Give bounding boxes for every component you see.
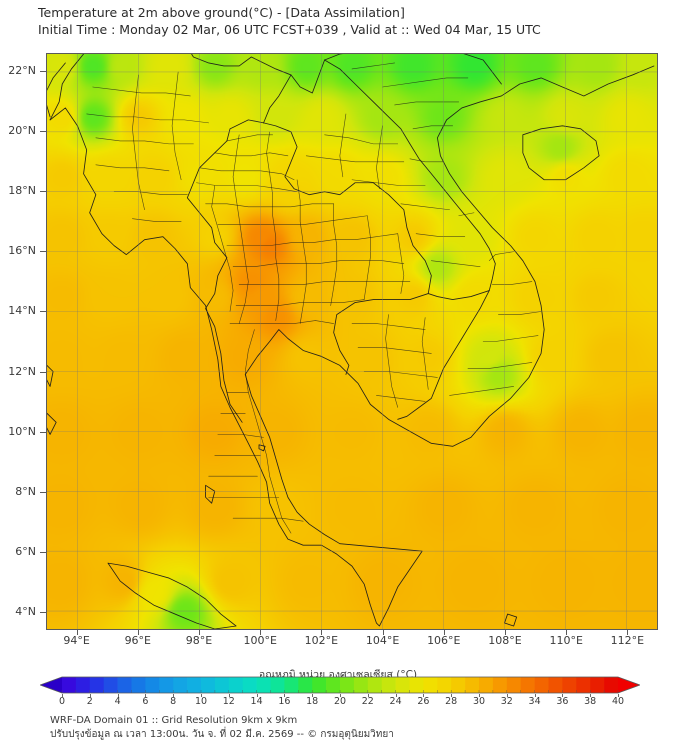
colorbar-tick — [451, 694, 453, 697]
colorbar-tick-label: 12 — [222, 696, 235, 707]
colorbar-tick-label: 22 — [361, 696, 374, 707]
colorbar-tick-label: 26 — [417, 696, 430, 707]
lon-tick-label: 112°E — [610, 634, 645, 647]
temperature-field — [47, 54, 657, 629]
colorbar-tick-label: 24 — [389, 696, 402, 707]
lat-tick — [40, 71, 46, 72]
colorbar-tick — [173, 694, 175, 697]
map-plot-area[interactable] — [46, 53, 658, 630]
colorbar-tick — [590, 694, 592, 697]
colorbar-tick-label: 36 — [556, 696, 569, 707]
colorbar[interactable] — [40, 676, 640, 694]
colorbar-tick — [534, 694, 536, 697]
lat-tick-label: 22°N — [8, 64, 36, 77]
lon-tick-label: 110°E — [549, 634, 583, 647]
lon-tick — [505, 630, 506, 635]
colorbar-tick — [340, 694, 341, 697]
lat-tick — [40, 551, 46, 553]
page-title: Temperature at 2m above ground(°C) - [Da… — [38, 5, 405, 20]
colorbar-tick-label: 30 — [472, 696, 486, 707]
lat-tick-label: 10°N — [8, 424, 36, 438]
colorbar-tick — [395, 694, 397, 697]
colorbar-tick-label: 8 — [170, 696, 177, 707]
lon-tick-label: 104°E — [365, 634, 400, 647]
colorbar-tick-label: 34 — [528, 696, 541, 707]
colorbar-tick — [479, 694, 480, 697]
lat-tick — [40, 311, 46, 313]
lon-tick-label: 106°E — [427, 634, 461, 647]
lon-tick-label: 96°E — [124, 634, 152, 647]
lat-tick-label: 6°N — [15, 544, 36, 558]
lon-tick-label: 108°E — [488, 634, 522, 647]
colorbar-tick-label: 10 — [194, 696, 208, 707]
colorbar-tick — [562, 694, 564, 697]
lon-tick-label: 94°E — [63, 634, 90, 647]
colorbar-tick-label: 0 — [58, 696, 66, 707]
lat-tick-label: 14°N — [8, 304, 36, 318]
update-time-credit: ปรับปรุงข้อมูล ณ เวลา 13:00น. วัน จ. ที่… — [50, 729, 394, 740]
lon-tick — [382, 630, 384, 635]
colorbar-tick — [89, 694, 91, 697]
colorbar-tick-label: 28 — [445, 696, 458, 707]
lon-tick — [321, 630, 323, 635]
colorbar-tick — [423, 694, 425, 697]
colorbar-tick-label: 32 — [500, 696, 513, 707]
colorbar-tick — [201, 694, 202, 697]
lon-tick-label: 100°E — [243, 634, 277, 647]
lat-tick-label: 20°N — [8, 124, 36, 138]
colorbar-tick-label: 18 — [306, 696, 319, 707]
lat-tick — [40, 371, 46, 373]
lat-tick — [40, 431, 46, 433]
colorbar-tick — [506, 694, 508, 697]
lon-tick — [627, 630, 629, 635]
lat-tick — [40, 191, 46, 193]
lat-tick-label: 8°N — [15, 484, 36, 498]
lat-tick — [40, 131, 46, 133]
lon-tick-label: 102°E — [304, 634, 339, 647]
chart-header: Temperature at 2m above ground(°C) - [Da… — [38, 4, 658, 38]
lat-tick — [40, 491, 46, 493]
colorbar-tick-label: 4 — [114, 696, 121, 707]
colorbar-tick — [228, 694, 230, 697]
colorbar-tick-label: 40 — [611, 696, 625, 707]
colorbar-tick — [367, 694, 369, 697]
lon-tick — [199, 630, 200, 635]
lon-tick — [76, 630, 78, 635]
lon-tick — [443, 630, 445, 635]
chart-footer: WRF-DA Domain 01 :: Grid Resolution 9km … — [50, 714, 650, 742]
colorbar-tick-label: 38 — [584, 696, 597, 707]
colorbar-tick-label: 14 — [250, 696, 263, 707]
colorbar-tick — [618, 694, 619, 697]
lat-tick — [40, 251, 46, 253]
lat-tick-label: 12°N — [8, 364, 36, 378]
colorbar-tick — [117, 694, 119, 697]
lat-tick — [40, 612, 46, 613]
colorbar-tick-label: 16 — [278, 696, 291, 707]
colorbar-tick-label: 2 — [86, 696, 93, 707]
lon-tick-label: 98°E — [185, 634, 213, 647]
colorbar-tick — [284, 694, 286, 697]
model-domain-info: WRF-DA Domain 01 :: Grid Resolution 9km … — [50, 715, 298, 726]
lat-tick-label: 18°N — [8, 184, 36, 198]
colorbar-tick — [312, 694, 314, 697]
lon-tick — [566, 630, 568, 635]
colorbar-tick-label: 6 — [142, 696, 149, 707]
lat-tick-label: 4°N — [15, 605, 36, 618]
lon-tick — [260, 630, 262, 635]
colorbar-tick — [62, 694, 63, 697]
forecast-validity-subtitle: Initial Time : Monday 02 Mar, 06 UTC FCS… — [38, 22, 541, 37]
colorbar-tick-label: 20 — [333, 696, 347, 707]
colorbar-tick — [256, 694, 258, 697]
lat-tick-label: 16°N — [8, 244, 36, 258]
colorbar-tick — [145, 694, 147, 697]
lon-tick — [137, 630, 139, 635]
